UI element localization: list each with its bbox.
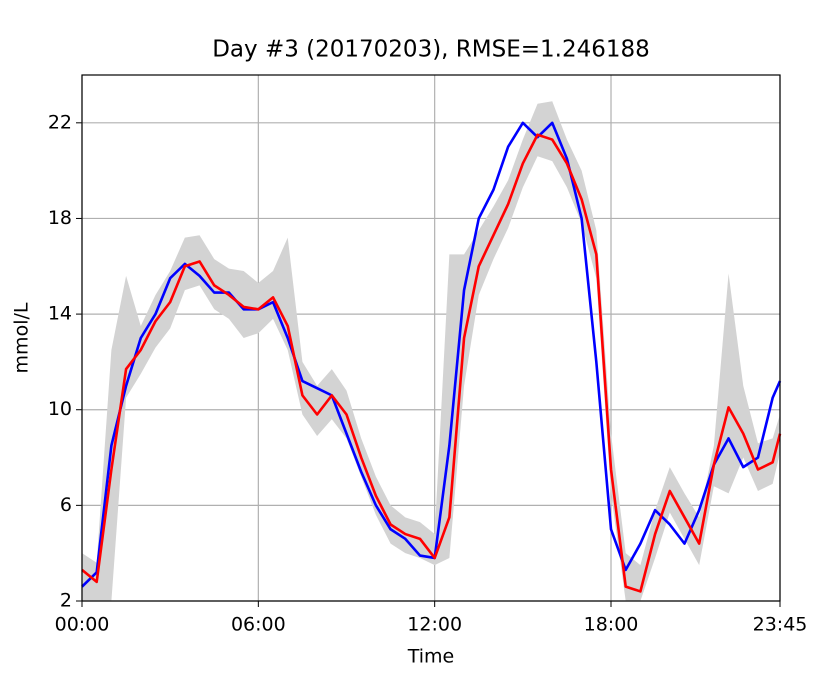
y-tick-label: 18: [48, 207, 72, 229]
plot-frame: [81, 74, 781, 602]
chart-title: Day #3 (20170203), RMSE=1.246188: [212, 37, 650, 63]
y-tick-label: 2: [60, 590, 72, 612]
x-tick-label: 06:00: [231, 614, 286, 636]
x-tick-label: 12:00: [407, 614, 462, 636]
x-axis-label: Time: [407, 646, 455, 668]
line-series: [81, 133, 782, 593]
y-tick-label: 10: [48, 398, 72, 420]
y-tick-label: 14: [48, 303, 72, 325]
y-tick-label: 6: [60, 494, 72, 516]
x-tick-label: 23:45: [753, 614, 808, 636]
x-tick-label: 00:00: [55, 614, 110, 636]
y-axis-label: mmol/L: [11, 302, 33, 373]
x-tick-label: 18:00: [584, 614, 639, 636]
y-tick-label: 22: [48, 111, 72, 133]
